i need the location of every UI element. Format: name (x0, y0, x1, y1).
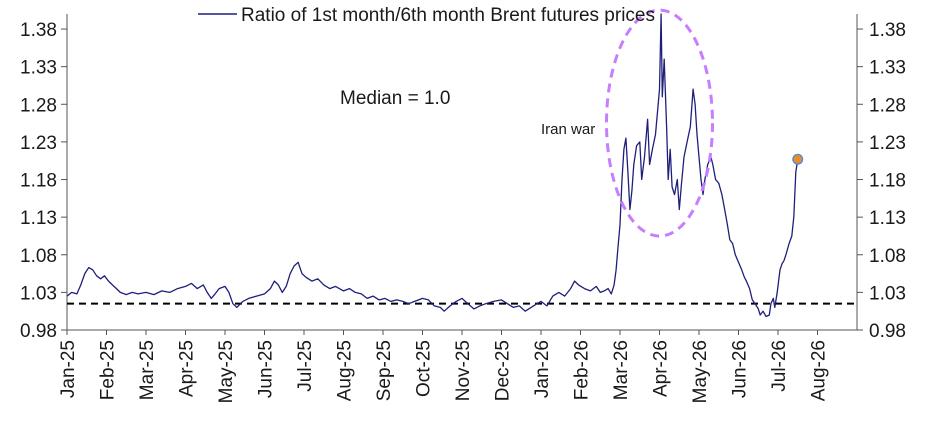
x-tick-label: Dec-25 (493, 340, 514, 401)
annotations: Median = 1.0 Iran war (340, 88, 595, 138)
median-annotation: Median = 1.0 (340, 88, 450, 109)
x-tick-label: Aug-25 (335, 340, 356, 401)
y-tick-label-left: 1.08 (20, 246, 57, 267)
x-tick-label: Feb-26 (572, 340, 593, 400)
legend-label: Ratio of 1st month/6th month Brent futur… (241, 5, 655, 26)
x-tick-label: Sep-25 (374, 340, 395, 401)
y-tick-label-right: 1.33 (869, 58, 906, 79)
x-tick-label: Jan-26 (532, 340, 553, 398)
x-tick-label: Apr-26 (651, 340, 672, 397)
x-tick-label: Jun-26 (730, 340, 751, 398)
y-tick-label-left: 1.18 (20, 171, 57, 192)
x-tick-label: Jul-25 (295, 340, 316, 392)
x-tick-label: Jan-25 (58, 340, 79, 398)
x-tick-label: Aug-26 (809, 340, 830, 401)
highlight-point-layer (792, 153, 804, 165)
y-tick-label-right: 1.03 (869, 283, 906, 304)
y-tick-label-right: 1.18 (869, 171, 906, 192)
x-tick-label: Apr-25 (177, 340, 198, 397)
x-tick-label: Oct-25 (414, 340, 435, 397)
series-line (66, 13, 799, 318)
y-tick-label-left: 1.33 (20, 58, 57, 79)
iran-war-annotation: Iran war (541, 121, 595, 138)
x-tick-label: Mar-26 (611, 340, 632, 400)
y-tick-label-left: 1.03 (20, 283, 57, 304)
y-tick-label-right: 1.08 (869, 246, 906, 267)
axes-layer: 0.98 0.98 1.03 1.03 1.08 1.08 1.13 1.13 1.18 1.18… (20, 14, 906, 403)
y-tick-label-left: 1.38 (20, 20, 57, 41)
y-tick-label-right: 1.23 (869, 133, 906, 154)
x-tick-label: May-25 (216, 340, 237, 403)
x-tick-label: Feb-25 (98, 340, 119, 400)
x-tick-label: Jun-25 (256, 340, 277, 398)
legend: Ratio of 1st month/6th month Brent futur… (198, 5, 655, 26)
y-tick-label-right: 1.28 (869, 95, 906, 116)
series-layer (66, 13, 799, 318)
y-tick-label-left: 1.28 (20, 95, 57, 116)
y-tick-label-left: 1.23 (20, 133, 57, 154)
y-tick-label-right: 1.38 (869, 20, 906, 41)
x-tick-label: Jul-26 (769, 340, 790, 392)
y-tick-label-left: 0.98 (20, 321, 57, 342)
y-tick-label-left: 1.13 (20, 208, 57, 229)
x-tick-label: Nov-25 (453, 340, 474, 401)
y-tick-label-right: 0.98 (869, 321, 906, 342)
x-tick-label: May-26 (690, 340, 711, 403)
latest-value-marker (792, 153, 804, 165)
y-tick-label-right: 1.13 (869, 208, 906, 229)
x-tick-label: Mar-25 (137, 340, 158, 400)
